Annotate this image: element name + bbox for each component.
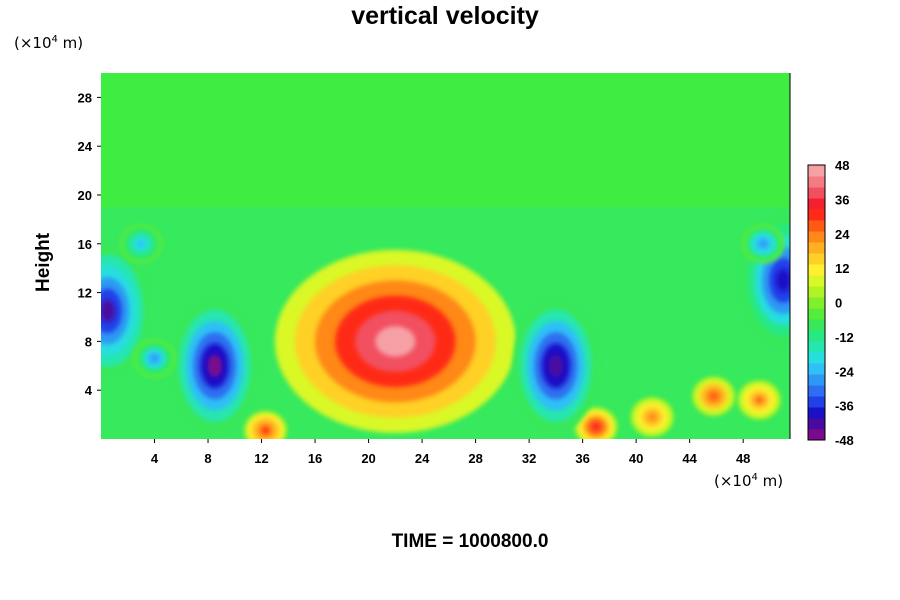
x-tick-label: 40: [629, 451, 643, 466]
updraft-feature: [692, 376, 736, 416]
downdraft-contour-level: [101, 299, 115, 323]
downdraft-feature: [133, 338, 176, 379]
y-tick-label: 12: [78, 286, 92, 301]
colorbar-frame: [807, 164, 826, 441]
colorbar-swatch: [808, 165, 825, 177]
x-tick-label: 28: [468, 451, 482, 466]
colorbar: 48 36 24 12 0 -12 -24 -36 -48: [807, 158, 855, 448]
y-tick-label: 24: [78, 139, 93, 154]
colorbar-swatch: [808, 275, 825, 287]
colorbar-swatch: [808, 330, 825, 342]
x-tick-label: 44: [682, 451, 697, 466]
updraft-contour-level: [710, 393, 718, 400]
x-tick-label: 24: [415, 451, 430, 466]
downdraft-feature: [119, 224, 163, 264]
downdraft-feature: [513, 298, 599, 433]
updraft-contour-level: [261, 427, 270, 434]
x-unit-exponent: 4: [751, 472, 758, 483]
time-readout: TIME = 1000800.0: [391, 531, 549, 552]
colorbar-swatch: [808, 429, 825, 441]
colorbar-tick-label: -12: [835, 330, 854, 345]
colorbar-swatch: [808, 242, 825, 254]
colorbar-swatch: [808, 308, 825, 320]
downdraft-contour-level: [137, 240, 145, 248]
updraft-contour-level: [592, 423, 600, 431]
x-unit-tail: m): [757, 472, 784, 490]
colorbar-swatch: [808, 187, 825, 199]
colorbar-tick-label: -36: [835, 399, 854, 414]
downdraft-contour-level: [776, 269, 790, 292]
colorbar-swatch: [808, 418, 825, 430]
y-unit-exponent: 4: [51, 34, 58, 45]
y-unit-tail: m): [57, 34, 84, 52]
updraft-feature: [574, 407, 618, 439]
downdraft-contour-level: [548, 354, 564, 377]
colorbar-tick-label: 12: [835, 261, 849, 276]
colorbar-tick-label: -24: [835, 364, 855, 379]
colorbar-swatch: [808, 253, 825, 265]
colorbar-swatch: [808, 374, 825, 386]
y-axis-ticks: 4 8 12 16 20 24 28: [78, 90, 101, 398]
y-tick-label: 28: [78, 90, 92, 105]
updraft-contour-level: [648, 413, 656, 421]
x-tick-label: 16: [308, 451, 322, 466]
updraft-contour-level: [755, 396, 763, 404]
updraft-feature: [274, 249, 516, 433]
y-tick-label: 8: [85, 334, 92, 349]
colorbar-tick-label: 48: [835, 158, 849, 173]
x-tick-label: 4: [151, 451, 159, 466]
downdraft-feature: [171, 298, 258, 433]
colorbar-swatch: [808, 231, 825, 243]
updraft-feature: [630, 397, 674, 437]
updraft-feature: [737, 380, 781, 420]
colorbar-swatch: [808, 264, 825, 276]
colorbar-swatch: [808, 209, 825, 221]
velocity-field: [101, 73, 790, 439]
downdraft-contour-level: [150, 355, 159, 362]
downdraft-contour-level: [207, 354, 222, 377]
y-tick-label: 4: [85, 383, 93, 398]
upper-stratosphere-band: [101, 73, 790, 208]
colorbar-swatch: [808, 220, 825, 232]
x-tick-label: 20: [361, 451, 375, 466]
x-tick-label: 36: [575, 451, 589, 466]
downdraft-contour-level: [759, 240, 767, 248]
y-tick-label: 16: [78, 237, 92, 252]
colorbar-swatch: [808, 198, 825, 210]
colorbar-swatch: [808, 319, 825, 331]
colorbar-swatch: [808, 341, 825, 353]
x-tick-label: 32: [522, 451, 536, 466]
chart-title: vertical velocity: [351, 2, 539, 30]
colorbar-swatch: [808, 297, 825, 309]
y-axis-unit: (×104 m): [14, 34, 83, 52]
colorbar-tick-label: 36: [835, 192, 849, 207]
downdraft-feature: [741, 224, 785, 264]
x-tick-label: 8: [204, 451, 211, 466]
x-axis-unit: (×104 m): [714, 472, 783, 490]
colorbar-swatch: [808, 407, 825, 419]
y-unit-base: (×10: [14, 34, 52, 52]
colorbar-swatch: [808, 396, 825, 408]
x-axis-ticks: 4 8 12 16 20 24 28 32 36 40 44 48: [151, 439, 750, 466]
colorbar-tick-label: 0: [835, 296, 842, 311]
colorbar-swatch: [808, 385, 825, 397]
downdraft-feature: [101, 243, 151, 378]
updraft-contour-level: [375, 326, 416, 357]
colorbar-swatch: [808, 286, 825, 298]
colorbar-swatch: [808, 363, 825, 375]
colorbar-swatch: [808, 176, 825, 188]
colorbar-swatch: [808, 352, 825, 364]
updraft-feature: [244, 410, 287, 439]
x-unit-base: (×10: [714, 472, 752, 490]
x-tick-label: 48: [736, 451, 750, 466]
y-tick-label: 20: [78, 188, 92, 203]
x-tick-label: 12: [254, 451, 268, 466]
colorbar-tick-label: -48: [835, 433, 854, 448]
colorbar-tick-label: 24: [835, 227, 850, 242]
